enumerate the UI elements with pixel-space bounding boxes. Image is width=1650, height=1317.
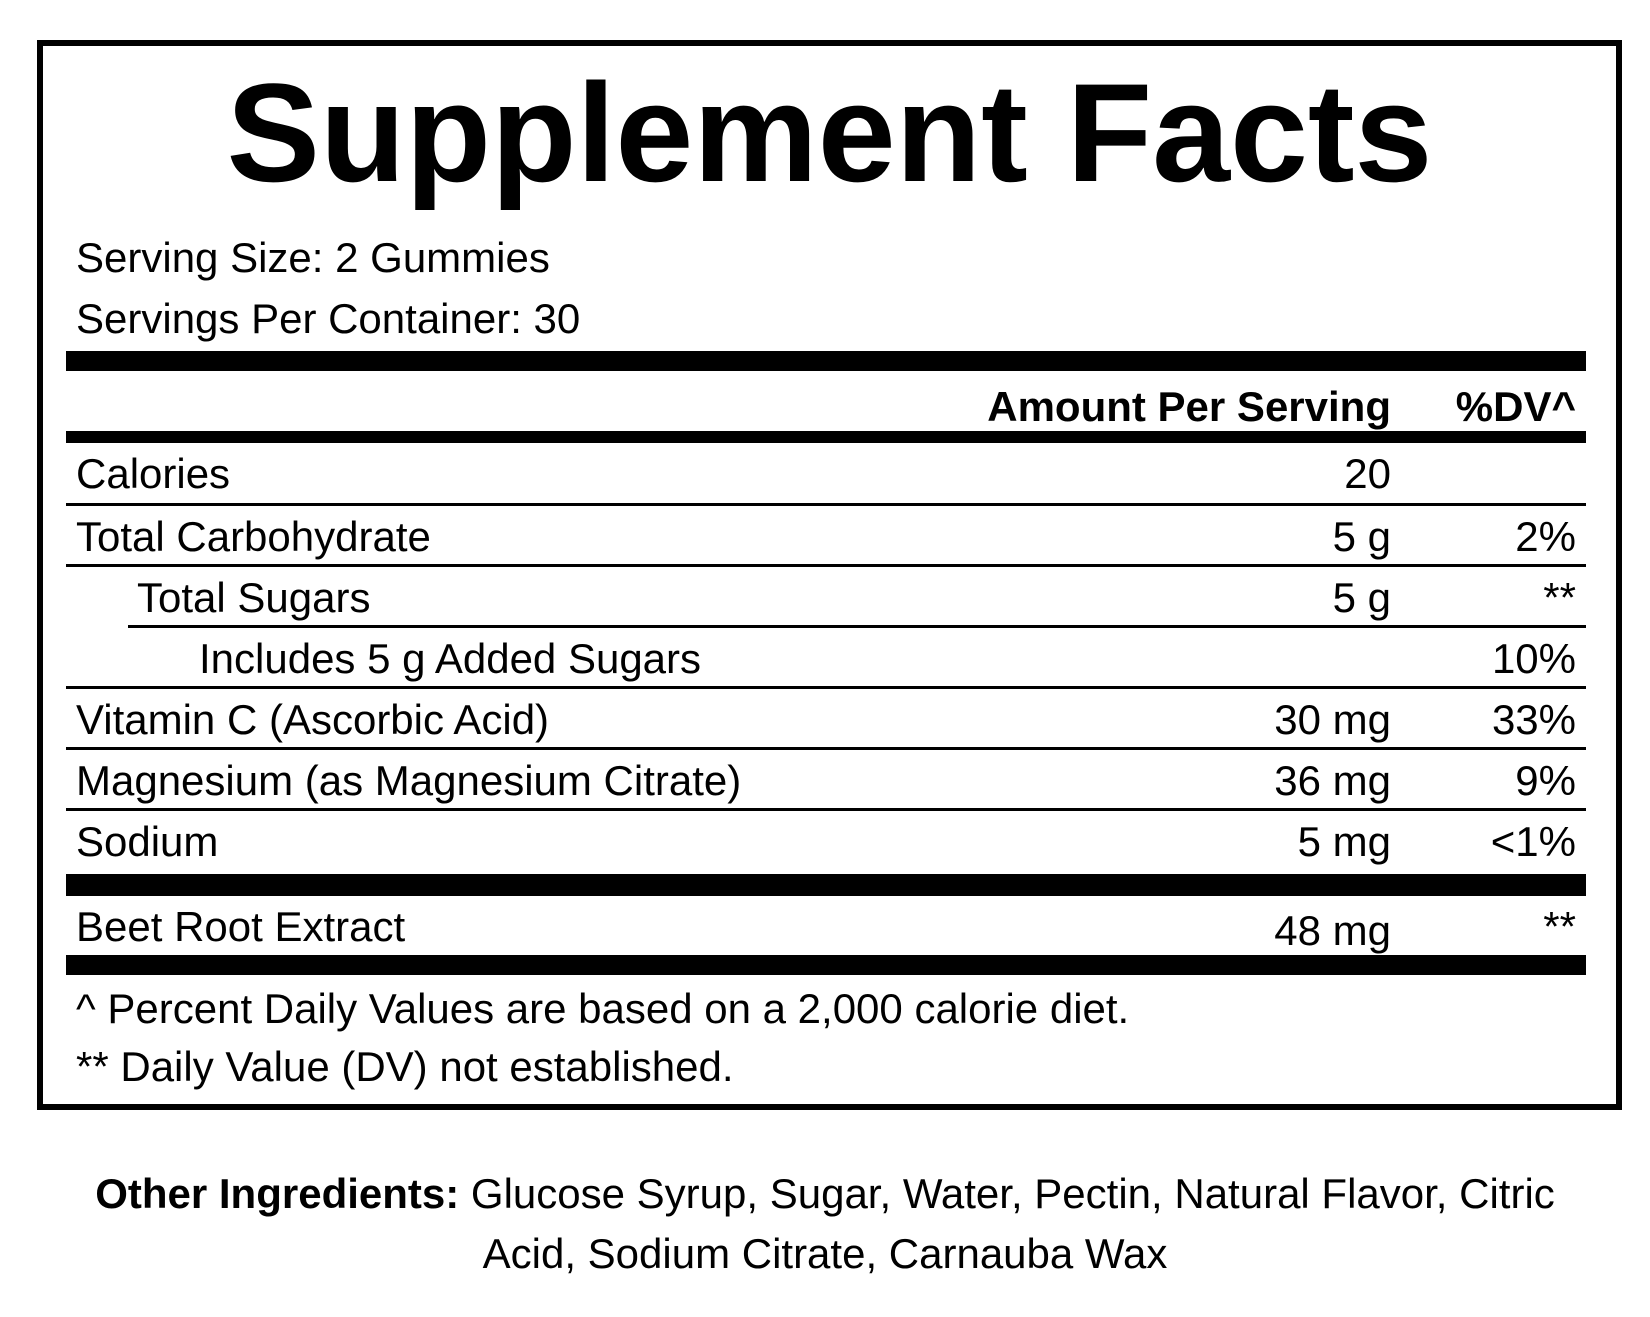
label-frame	[37, 40, 1622, 1110]
ingredient-amount: 48 mg	[1274, 907, 1391, 954]
nutrient-amount: 5 mg	[1297, 818, 1391, 865]
header-dv: %DV^	[1455, 383, 1576, 430]
header-amount: Amount Per Serving	[987, 383, 1391, 430]
nutrient-dv: 9%	[1515, 757, 1576, 804]
nutrient-row: Total Carbohydrate 5 g 2%	[66, 506, 1586, 567]
nutrient-name: Magnesium (as Magnesium Citrate)	[76, 757, 742, 804]
nutrient-name: Calories	[76, 450, 231, 497]
nutrient-dv: 2%	[1515, 513, 1576, 560]
nutrient-row: Total Sugars 5 g **	[128, 567, 1586, 628]
nutrient-dv: **	[1543, 574, 1576, 621]
thick-rule	[66, 351, 1586, 371]
nutrient-row: Includes 5 g Added Sugars 10%	[66, 628, 1586, 689]
serving-size: Serving Size: 2 Gummies	[76, 234, 550, 281]
nutrient-amount: 30 mg	[1274, 696, 1391, 743]
nutrient-amount: 5 g	[1332, 574, 1391, 621]
nutrient-name: Includes 5 g Added Sugars	[199, 635, 702, 682]
ingredient-dv: **	[1543, 903, 1576, 950]
nutrient-row: Magnesium (as Magnesium Citrate) 36 mg 9…	[66, 750, 1586, 811]
nutrient-dv: <1%	[1490, 818, 1576, 865]
footnote: ^ Percent Daily Values are based on a 2,…	[76, 985, 1130, 1032]
other-ingredients: Other Ingredients: Glucose Syrup, Sugar,…	[60, 1164, 1590, 1284]
nutrient-dv: 33%	[1491, 696, 1576, 743]
nutrient-row: Sodium 5 mg <1%	[66, 811, 1586, 872]
other-ingredients-label: Other Ingredients:	[95, 1170, 460, 1217]
nutrient-amount: 36 mg	[1274, 757, 1391, 804]
nutrient-name: Vitamin C (Ascorbic Acid)	[76, 696, 550, 743]
other-ingredients-text: Glucose Syrup, Sugar, Water, Pectin, Nat…	[470, 1170, 1555, 1277]
footnote: ** Daily Value (DV) not established.	[76, 1043, 734, 1090]
nutrient-name: Sodium	[76, 818, 219, 865]
nutrient-row: Vitamin C (Ascorbic Acid) 30 mg 33%	[66, 689, 1586, 750]
ingredient-row: Beet Root Extract 48 mg **	[66, 896, 1586, 957]
nutrient-name: Total Carbohydrate	[76, 513, 431, 560]
nutrient-amount: 5 g	[1332, 513, 1391, 560]
servings-per-container: Servings Per Container: 30	[76, 295, 581, 342]
nutrient-row: Calories 20	[66, 443, 1586, 506]
title: Supplement Facts	[226, 54, 1433, 211]
thick-rule	[66, 874, 1586, 896]
nutrient-name: Total Sugars	[137, 574, 371, 621]
ingredient-name: Beet Root Extract	[76, 903, 406, 950]
thick-rule	[66, 431, 1586, 443]
thick-rule	[66, 955, 1586, 975]
nutrient-dv: 10%	[1491, 635, 1576, 682]
nutrient-amount: 20	[1344, 450, 1391, 497]
